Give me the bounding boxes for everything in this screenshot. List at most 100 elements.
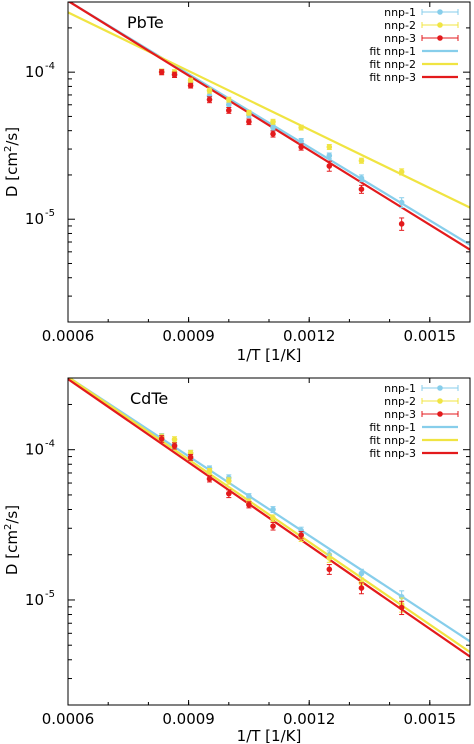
cdte-point-series-2 xyxy=(171,436,178,443)
cdte-point-series-1 xyxy=(246,493,252,500)
pbte-point-series-1 xyxy=(270,124,276,131)
cdte-y-tick-exponent: -5 xyxy=(45,589,55,600)
cdte-point-series-3 xyxy=(206,476,213,482)
cdte-ylabel: D [cm2/s] xyxy=(3,505,21,575)
pbte-point-series-2 xyxy=(206,87,213,94)
pbte-point-series-3 xyxy=(358,186,365,192)
pbte-point-series-1 xyxy=(398,199,405,206)
cdte-point-series-3 xyxy=(158,436,165,442)
panel-cdte: CdTe 1/T [1/K] D [cm2/s] 0.0006 0.0009 0.0… xyxy=(3,377,471,744)
cdte-ylabel-suffix: /s] xyxy=(3,505,21,524)
pbte-point-series-2 xyxy=(246,109,252,116)
cdte-ylabel-sup: 2 xyxy=(3,524,14,530)
cdte-legend-label: fit nnp-1 xyxy=(369,421,416,434)
cdte-point-series-2 xyxy=(226,478,232,484)
cdte-y-tick-label: 10 xyxy=(25,441,44,459)
pbte-x-tick-label: 0.0006 xyxy=(42,327,95,345)
cdte-xlabel: 1/T [1/K] xyxy=(237,727,302,744)
pbte-y-tick-label: 10 xyxy=(25,210,44,228)
pbte-plot-marks xyxy=(68,2,470,251)
cdte-point-series-2 xyxy=(206,468,213,474)
cdte-point-series-3 xyxy=(171,443,178,449)
cdte-x-tick-label: 0.0015 xyxy=(404,710,457,728)
pbte-point-series-3 xyxy=(326,163,333,169)
pbte-xlabel: 1/T [1/K] xyxy=(237,346,302,364)
pbte-point-series-3 xyxy=(398,221,405,227)
cdte-plot-marks xyxy=(68,378,470,658)
pbte-y-ticks: 10-410-5 xyxy=(25,27,470,297)
pbte-legend-marker xyxy=(437,22,443,28)
pbte-ylabel: D [cm2/s] xyxy=(3,127,21,197)
pbte-legend-marker xyxy=(437,9,443,15)
pbte-point-series-3 xyxy=(206,96,213,103)
cdte-point-series-3 xyxy=(398,604,405,611)
cdte-point-series-3 xyxy=(298,532,304,538)
cdte-point-series-2 xyxy=(270,515,276,522)
pbte-legend-label: fit nnp-3 xyxy=(369,71,416,84)
cdte-x-tick-label: 0.0012 xyxy=(283,710,336,728)
cdte-legend-label: fit nnp-2 xyxy=(369,434,416,447)
pbte-x-tick-label: 0.0009 xyxy=(162,327,215,345)
pbte-point-series-3 xyxy=(298,144,304,150)
cdte-legend-marker xyxy=(437,385,443,391)
pbte-legend-label: nnp-1 xyxy=(384,6,416,19)
panel-pbte: PbTe 1/T [1/K] D [cm2/s] 0.0006 0.0009 0.0… xyxy=(3,1,471,364)
cdte-ylabel-prefix: D [cm xyxy=(3,530,21,575)
pbte-point-series-2 xyxy=(358,157,365,164)
pbte-legend-label: fit nnp-2 xyxy=(369,58,416,71)
pbte-point-series-1 xyxy=(326,152,333,159)
pbte-y-tick-exponent: -5 xyxy=(45,208,55,219)
pbte-point-series-1 xyxy=(298,138,304,144)
cdte-fit-line-3 xyxy=(68,378,470,658)
cdte-point-series-1 xyxy=(358,570,365,577)
cdte-legend-label: nnp-2 xyxy=(384,395,416,408)
pbte-x-ticks: 0.0006 0.0009 0.0012 0.0015 xyxy=(42,2,456,345)
cdte-y-ticks: 10-410-5 xyxy=(25,403,470,680)
cdte-legend-label: nnp-1 xyxy=(384,382,416,395)
pbte-fit-line-3 xyxy=(68,2,470,251)
pbte-legend-label: fit nnp-1 xyxy=(369,45,416,58)
cdte-legend-label: nnp-3 xyxy=(384,408,416,421)
pbte-point-series-1 xyxy=(226,101,232,108)
cdte-point-series-3 xyxy=(187,454,194,461)
pbte-legend-label: nnp-3 xyxy=(384,32,416,45)
pbte-x-tick-label: 0.0015 xyxy=(404,327,457,345)
pbte-legend-marker xyxy=(437,35,443,41)
pbte-point-series-2 xyxy=(187,77,194,84)
pbte-point-series-3 xyxy=(246,118,252,125)
pbte-point-series-2 xyxy=(398,169,405,175)
cdte-y-tick-label: 10 xyxy=(25,591,44,609)
pbte-point-series-2 xyxy=(226,96,232,103)
pbte-point-series-1 xyxy=(358,175,365,182)
cdte-point-series-3 xyxy=(270,523,276,529)
cdte-point-series-1 xyxy=(270,506,276,513)
pbte-point-series-2 xyxy=(298,124,304,131)
cdte-clipped-area xyxy=(68,378,470,658)
pbte-y-tick-label: 10 xyxy=(25,63,44,81)
pbte-point-series-3 xyxy=(171,71,178,78)
cdte-legend-marker xyxy=(437,411,443,417)
pbte-point-series-2 xyxy=(270,118,276,125)
cdte-point-series-3 xyxy=(358,585,365,591)
cdte-x-tick-label: 0.0009 xyxy=(162,710,215,728)
pbte-x-tick-label: 0.0012 xyxy=(283,327,336,345)
cdte-point-series-2 xyxy=(326,555,333,561)
cdte-title: CdTe xyxy=(130,389,168,408)
cdte-y-tick-exponent: -4 xyxy=(45,439,55,450)
pbte-ylabel-prefix: D [cm xyxy=(3,152,21,197)
pbte-clipped-area xyxy=(68,2,470,251)
cdte-x-tick-label: 0.0006 xyxy=(42,710,95,728)
pbte-y-tick-exponent: -4 xyxy=(45,61,55,72)
pbte-ylabel-sup: 2 xyxy=(3,146,14,152)
cdte-point-series-3 xyxy=(226,490,232,497)
pbte-legend-label: nnp-2 xyxy=(384,19,416,32)
pbte-point-series-2 xyxy=(326,144,333,150)
pbte-point-series-3 xyxy=(270,131,276,137)
pbte-title: PbTe xyxy=(127,13,164,32)
pbte-point-series-3 xyxy=(187,82,194,89)
cdte-point-series-3 xyxy=(326,566,333,573)
cdte-legend-label: fit nnp-3 xyxy=(369,447,416,460)
pbte-point-series-3 xyxy=(158,69,165,75)
